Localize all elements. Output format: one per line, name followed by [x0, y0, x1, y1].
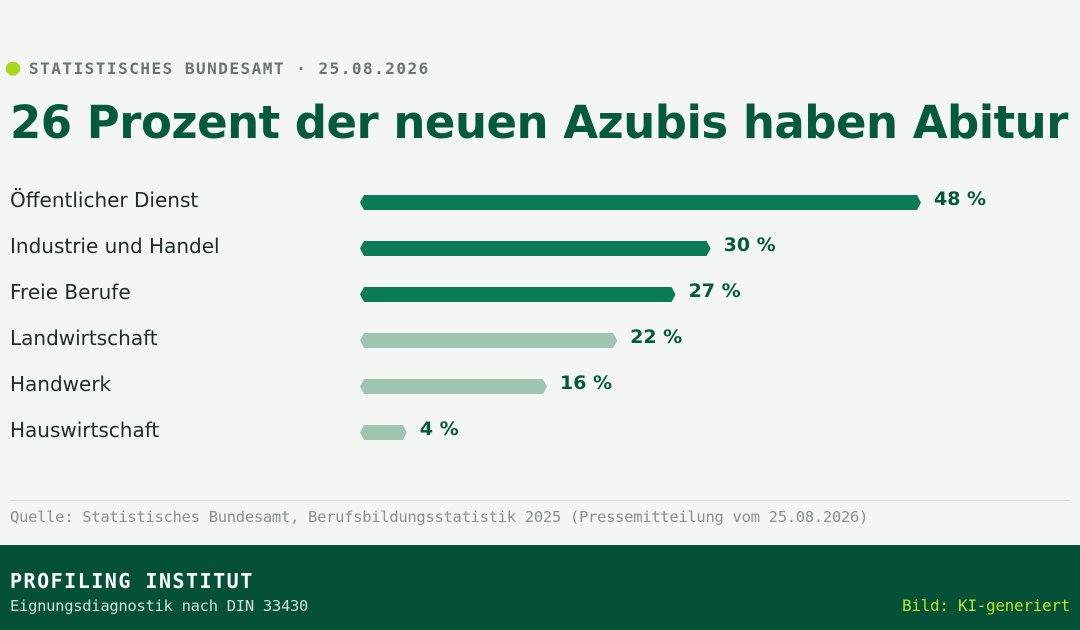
bar-row: Landwirtschaft 22 % — [0, 318, 1080, 364]
source-note: Quelle: Statistisches Bundesamt, Berufsb… — [10, 508, 869, 526]
bar-row: Öffentlicher Dienst 48 % — [0, 180, 1080, 226]
bar — [360, 425, 407, 440]
accent-dot-icon — [6, 61, 20, 76]
divider — [10, 500, 1070, 501]
value-label: 16 % — [560, 372, 613, 394]
bar-row: Hauswirtschaft 4 % — [0, 410, 1080, 456]
value-label: 4 % — [419, 418, 459, 440]
bar — [360, 379, 547, 394]
bar — [360, 195, 921, 210]
kicker-text: STATISTISCHES BUNDESAMT · 25.08.2026 — [29, 59, 430, 78]
chart-title: 26 Prozent der neuen Azubis haben Abitur — [10, 96, 1068, 149]
kicker: STATISTISCHES BUNDESAMT · 25.08.2026 — [6, 59, 430, 78]
bar-row: Handwerk 16 % — [0, 364, 1080, 410]
footer-brand: PROFILING INSTITUT — [10, 569, 254, 593]
ai-generated-note: Bild: KI-generiert — [902, 596, 1070, 615]
value-label: 27 % — [688, 280, 741, 302]
category-label: Landwirtschaft — [10, 326, 158, 350]
bar — [360, 287, 676, 302]
footer: PROFILING INSTITUT Eignungsdiagnostik na… — [0, 545, 1080, 630]
category-label: Industrie und Handel — [10, 234, 220, 258]
bar-chart: Öffentlicher Dienst 48 % Industrie und Han… — [0, 180, 1080, 455]
category-label: Öffentlicher Dienst — [10, 188, 199, 212]
bar-row: Freie Berufe 27 % — [0, 272, 1080, 318]
value-label: 48 % — [934, 188, 987, 210]
bar — [360, 333, 617, 348]
category-label: Handwerk — [10, 372, 112, 396]
value-label: 22 % — [630, 326, 683, 348]
bar-row: Industrie und Handel 30 % — [0, 226, 1080, 272]
category-label: Hauswirtschaft — [10, 418, 160, 442]
bar — [360, 241, 711, 256]
category-label: Freie Berufe — [10, 280, 131, 304]
footer-subtitle: Eignungsdiagnostik nach DIN 33430 — [10, 597, 309, 615]
value-label: 30 % — [723, 234, 776, 256]
